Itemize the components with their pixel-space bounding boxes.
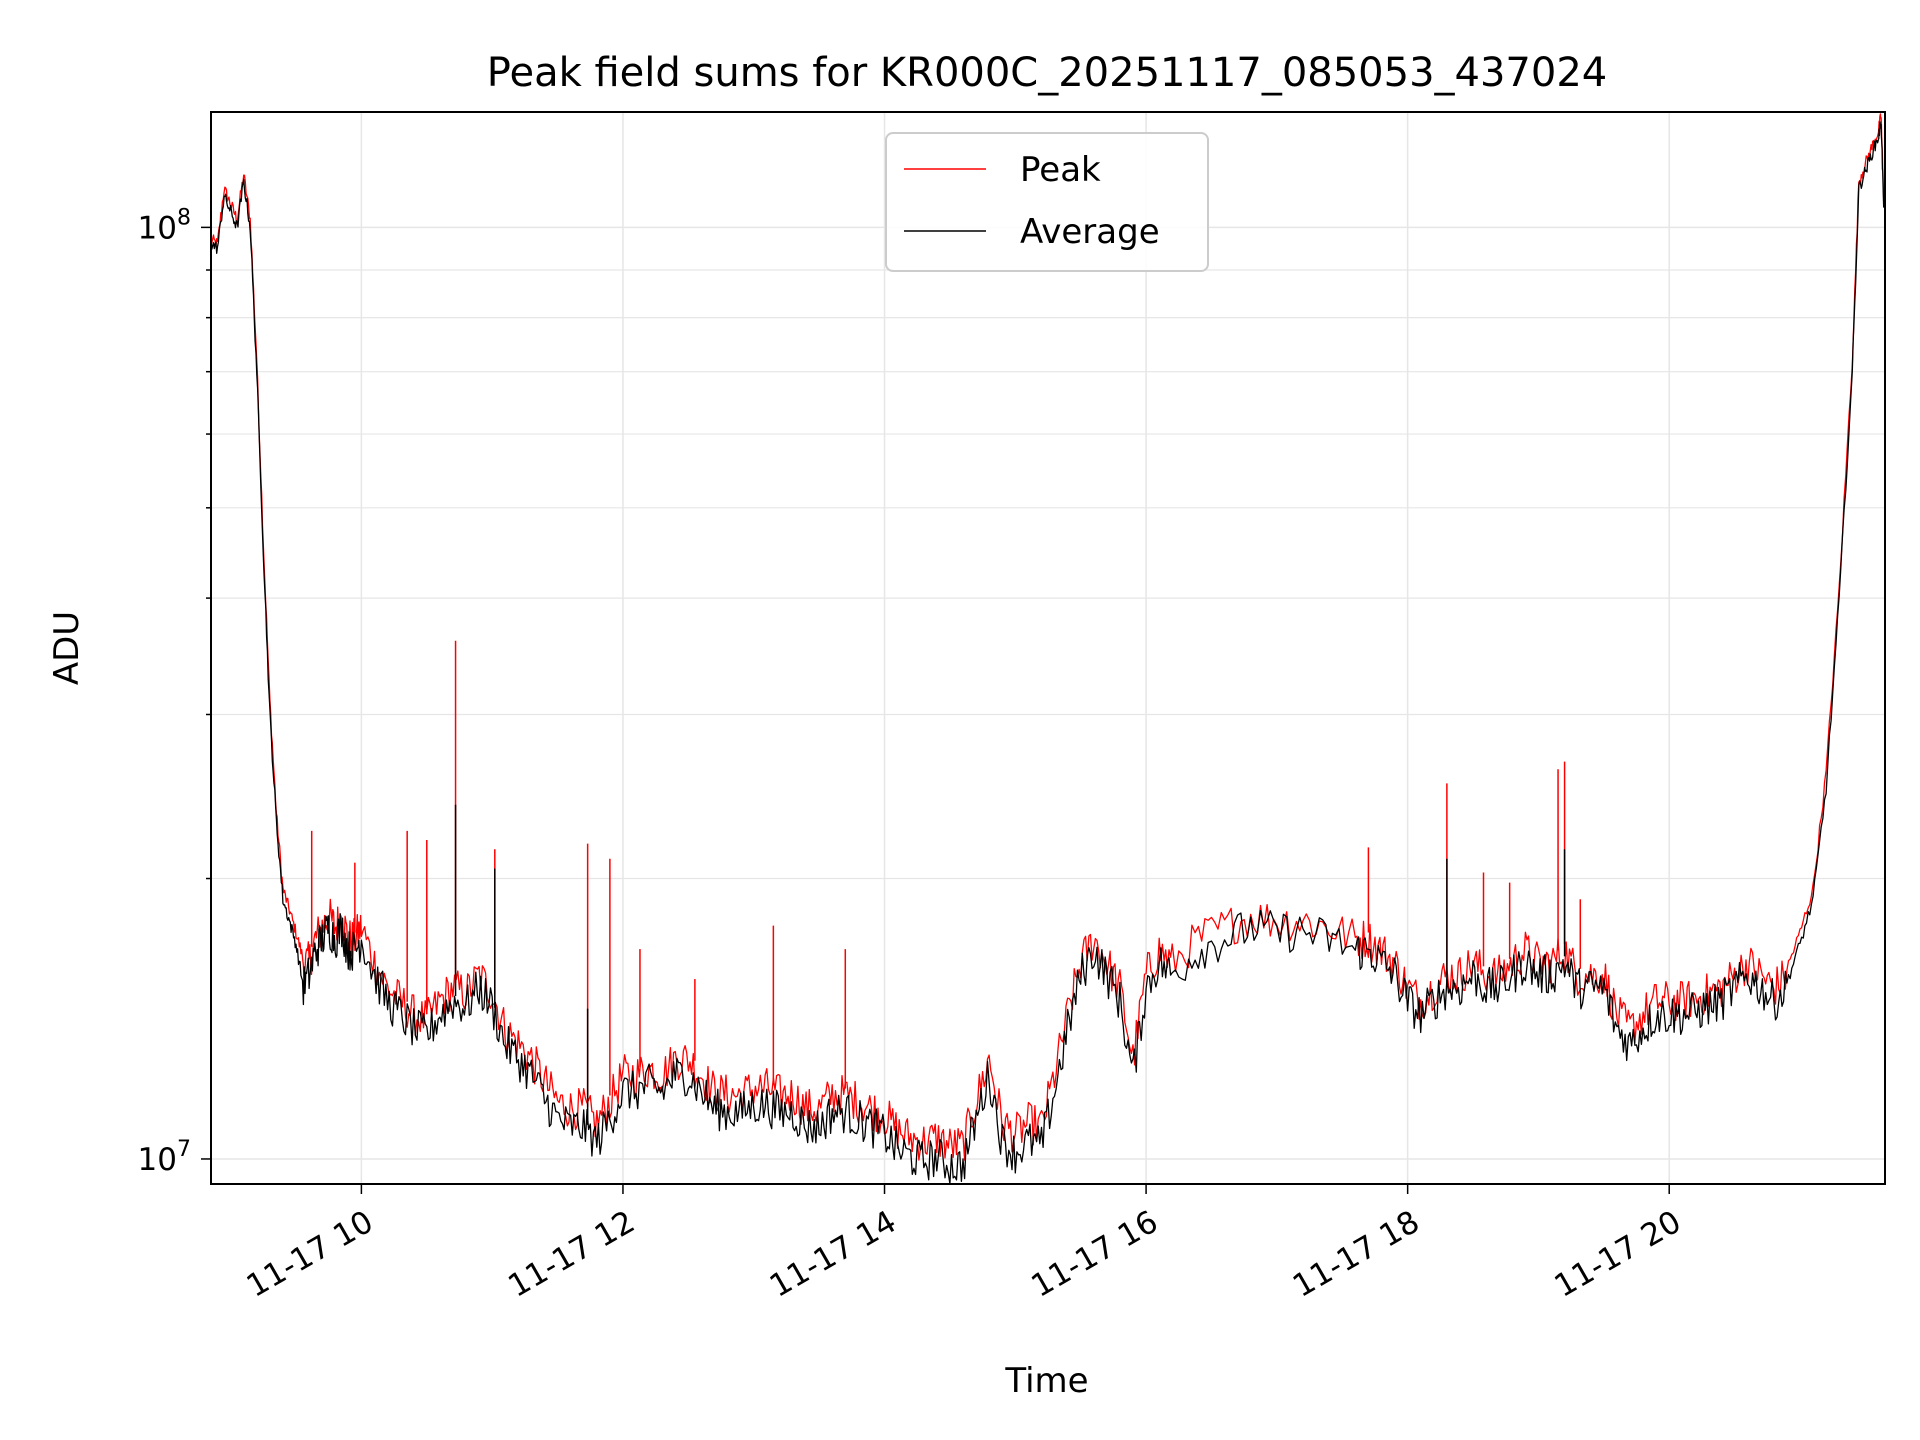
plot-frame xyxy=(210,111,1886,1185)
legend-box xyxy=(885,132,1209,272)
chart-title: Peak field sums for KR000C_20251117_0850… xyxy=(487,50,1607,96)
legend: Peak Average xyxy=(885,132,1209,272)
series-line-peak xyxy=(211,113,1885,1161)
x-axis-label: Time xyxy=(1004,1361,1088,1401)
legend-label-peak: Peak xyxy=(1020,150,1101,190)
legend-label-average: Average xyxy=(1020,212,1160,252)
y-axis-label: ADU xyxy=(47,611,87,685)
y-tick-label: 108 xyxy=(138,205,191,246)
y-tick-label: 107 xyxy=(138,1137,191,1178)
